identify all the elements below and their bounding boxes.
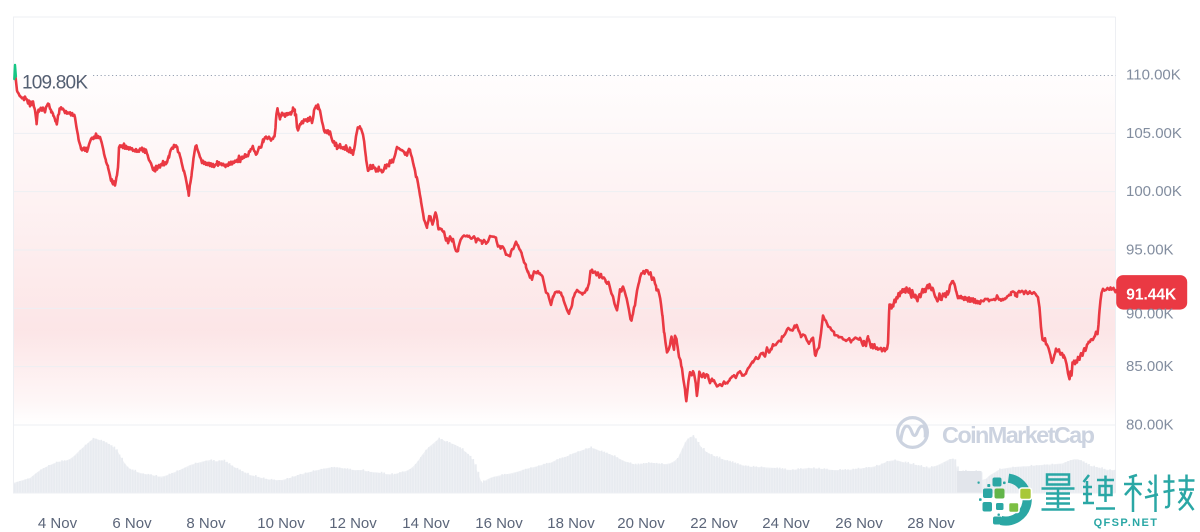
svg-text:91.44K: 91.44K [1126, 287, 1177, 304]
svg-text:CoinMarketCap: CoinMarketCap [942, 422, 1095, 448]
svg-text:8 Nov: 8 Nov [186, 515, 226, 532]
svg-text:80.00K: 80.00K [1126, 417, 1174, 434]
svg-text:10 Nov: 10 Nov [257, 515, 305, 532]
svg-text:26 Nov: 26 Nov [835, 515, 883, 532]
svg-text:24 Nov: 24 Nov [762, 515, 810, 532]
svg-text:18 Nov: 18 Nov [547, 515, 595, 532]
svg-text:22 Nov: 22 Nov [690, 515, 738, 532]
svg-text:109.80K: 109.80K [22, 73, 88, 94]
svg-text:12 Nov: 12 Nov [329, 515, 377, 532]
svg-text:4 Nov: 4 Nov [38, 515, 78, 532]
svg-text:90.00K: 90.00K [1126, 305, 1174, 322]
svg-text:20 Nov: 20 Nov [617, 515, 665, 532]
svg-text:110.00K: 110.00K [1126, 67, 1181, 84]
svg-text:28 Nov: 28 Nov [907, 515, 955, 532]
svg-text:100.00K: 100.00K [1126, 183, 1182, 200]
svg-text:85.00K: 85.00K [1126, 358, 1174, 375]
svg-text:QFSP.NET: QFSP.NET [1094, 517, 1159, 529]
svg-text:6 Nov: 6 Nov [112, 515, 152, 532]
svg-text:105.00K: 105.00K [1126, 125, 1182, 142]
svg-text:16 Nov: 16 Nov [475, 515, 523, 532]
svg-text:14 Nov: 14 Nov [402, 515, 450, 532]
svg-text:95.00K: 95.00K [1126, 242, 1174, 259]
